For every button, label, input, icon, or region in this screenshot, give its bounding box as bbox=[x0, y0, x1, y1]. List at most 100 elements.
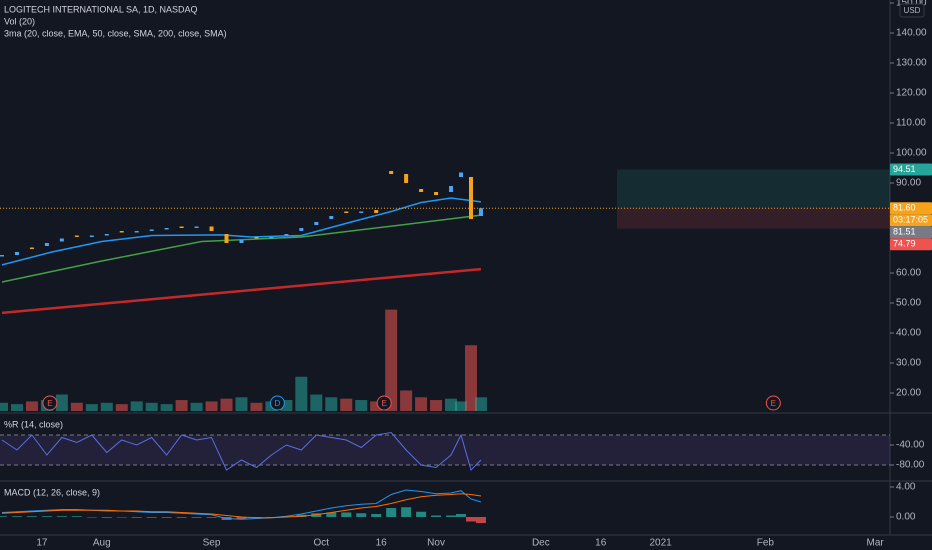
volume-bar bbox=[325, 397, 338, 411]
volume-bar bbox=[0, 402, 8, 411]
histogram-bar bbox=[11, 516, 22, 517]
event-label: D bbox=[275, 399, 281, 408]
volume-bar bbox=[235, 397, 248, 411]
event-marker bbox=[765, 395, 781, 411]
price-tag-label: 03:17:05 bbox=[893, 215, 928, 225]
candle bbox=[359, 211, 364, 213]
event-marker bbox=[376, 395, 392, 411]
candle bbox=[419, 189, 424, 192]
candle bbox=[269, 237, 274, 239]
candle bbox=[0, 255, 4, 257]
histogram-bar bbox=[161, 516, 172, 518]
x-tick-label: 2021 bbox=[649, 538, 672, 549]
histogram-bar bbox=[0, 516, 7, 517]
histogram-bar bbox=[465, 516, 476, 522]
histogram-bar bbox=[206, 516, 217, 518]
volume-bar bbox=[55, 394, 68, 411]
volume-bar bbox=[190, 402, 203, 411]
histogram-bar bbox=[446, 515, 457, 517]
y-tick-label: 60.00 bbox=[896, 268, 921, 279]
volume-bar bbox=[10, 404, 23, 411]
price-tag-label: 94.51 bbox=[893, 164, 916, 174]
event-marker bbox=[269, 395, 285, 411]
y-tick-label: -40.00 bbox=[896, 440, 925, 451]
price-tag bbox=[890, 202, 932, 215]
event-label: E bbox=[47, 399, 52, 408]
candle bbox=[134, 231, 139, 233]
histogram-bar bbox=[401, 507, 412, 517]
candle bbox=[299, 228, 304, 231]
candle bbox=[254, 237, 259, 239]
histogram-bar bbox=[456, 513, 467, 517]
currency[interactable]: USD bbox=[904, 6, 921, 15]
volume-bar bbox=[250, 402, 263, 411]
y-tick-label: 4.00 bbox=[896, 482, 916, 493]
histogram-bar bbox=[131, 516, 142, 518]
candle bbox=[89, 235, 94, 237]
y-tick-label: 40.00 bbox=[896, 328, 921, 339]
volume-bar bbox=[130, 401, 143, 411]
candle bbox=[119, 231, 124, 233]
moving-average bbox=[1, 267, 482, 315]
x-tick-label: Sep bbox=[203, 538, 221, 549]
histogram-bar bbox=[386, 507, 397, 517]
currency-badge[interactable] bbox=[899, 3, 925, 18]
candle bbox=[179, 226, 184, 228]
histogram-bar bbox=[191, 516, 202, 518]
volume-bar bbox=[355, 400, 368, 411]
histogram-bar bbox=[86, 516, 97, 518]
histogram-bar bbox=[475, 516, 486, 523]
moving-average bbox=[1, 214, 482, 283]
candle bbox=[14, 252, 19, 255]
candle bbox=[239, 240, 244, 243]
histogram-bar bbox=[116, 516, 127, 518]
ma-label: 3ma (20, close, EMA, 50, close, SMA, 200… bbox=[4, 28, 227, 38]
candle bbox=[434, 192, 439, 195]
volume-bar bbox=[205, 401, 218, 411]
volume-bar bbox=[175, 400, 188, 411]
price-tag bbox=[890, 214, 932, 227]
price-tag-label: 81.60 bbox=[893, 203, 916, 213]
volume-bar bbox=[464, 345, 477, 411]
histogram-bar bbox=[431, 515, 442, 517]
y-tick-label: 20.00 bbox=[896, 388, 921, 399]
y-tick-label: 140.00 bbox=[896, 28, 927, 39]
volume-bar bbox=[295, 376, 308, 411]
candle bbox=[224, 234, 229, 243]
position-zone bbox=[617, 169, 890, 209]
histogram-bar bbox=[236, 516, 247, 520]
volume-bar bbox=[455, 401, 468, 411]
y-tick-label: 120.00 bbox=[896, 88, 927, 99]
y-tick-label: 110.00 bbox=[896, 118, 926, 129]
volume-bar bbox=[370, 401, 383, 411]
price-tag bbox=[890, 226, 932, 239]
x-tick-label: Aug bbox=[93, 538, 111, 549]
volume-bar bbox=[280, 400, 293, 411]
volume-bar bbox=[340, 398, 353, 411]
x-tick-label: 16 bbox=[595, 538, 607, 549]
x-tick-label: Dec bbox=[532, 538, 550, 549]
volume-bar bbox=[220, 398, 233, 411]
macd-line bbox=[1, 493, 482, 519]
histogram-bar bbox=[176, 516, 187, 518]
volume-bar bbox=[100, 402, 113, 411]
event-label: E bbox=[382, 399, 387, 408]
candle bbox=[389, 171, 394, 174]
candle bbox=[209, 226, 214, 231]
volume-bar bbox=[25, 401, 38, 411]
volume-bar bbox=[415, 397, 428, 411]
volume-bar bbox=[430, 400, 443, 411]
volume-bar bbox=[385, 309, 398, 411]
price-tag-label: 74.79 bbox=[893, 239, 916, 249]
volume-bar bbox=[445, 398, 458, 411]
position-zone bbox=[617, 208, 890, 229]
x-tick-label: Feb bbox=[757, 538, 775, 549]
volume-bar bbox=[160, 404, 173, 411]
candle bbox=[149, 229, 154, 231]
candle bbox=[329, 216, 334, 219]
histogram-bar bbox=[146, 516, 157, 518]
x-tick-label: Oct bbox=[314, 538, 330, 549]
y-tick-label: 100.00 bbox=[896, 148, 927, 159]
